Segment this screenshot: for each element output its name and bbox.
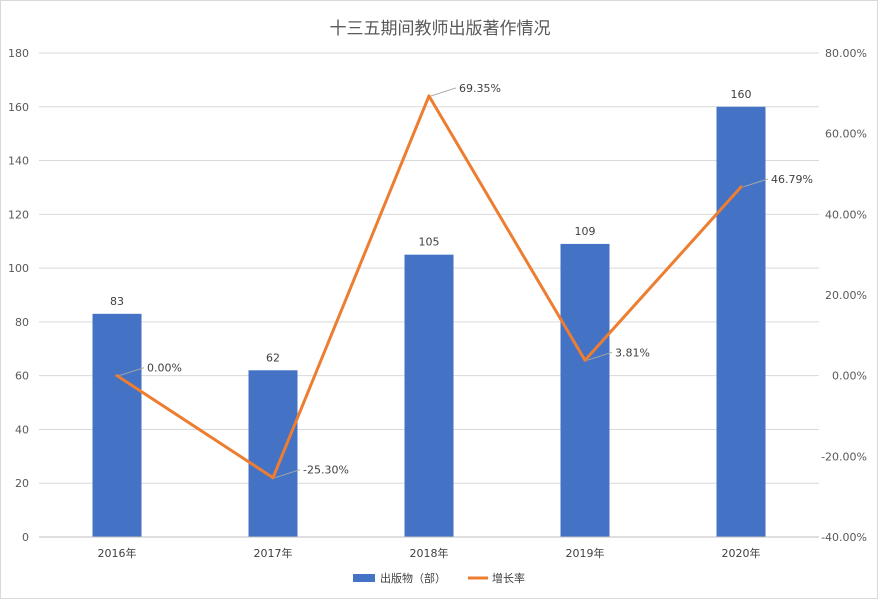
x-tick-label: 2020年 — [722, 546, 761, 560]
x-tick-label: 2018年 — [410, 546, 449, 560]
left-axis: 0 20 40 60 80 100 120 140 160 180 — [8, 47, 29, 544]
chart-title: 十三五期间教师出版著作情况 — [330, 19, 551, 39]
label-leader-line — [118, 367, 145, 377]
right-tick-label: -20.00% — [821, 450, 867, 463]
left-tick-label: 20 — [15, 477, 29, 490]
label-leader-line — [586, 351, 613, 361]
bar — [92, 313, 142, 537]
bar-value-label: 160 — [731, 88, 752, 101]
right-tick-label: -40.00% — [821, 531, 867, 544]
line-value-label: -25.30% — [303, 464, 349, 477]
line-point — [115, 374, 119, 378]
line-value-label: 3.81% — [615, 346, 650, 359]
x-tick-label: 2017年 — [254, 546, 293, 560]
line-series — [115, 94, 743, 480]
label-leader-line — [742, 178, 769, 188]
line-point — [739, 185, 743, 189]
right-tick-label: 0.00% — [832, 370, 867, 383]
right-tick-label: 40.00% — [825, 208, 867, 221]
x-tick-label: 2016年 — [98, 546, 137, 560]
legend-label-line: 增长率 — [492, 571, 525, 585]
legend-swatch-bar — [353, 574, 375, 582]
x-axis: 2016年 2017年 2018年 2019年 2020年 — [39, 536, 819, 560]
left-tick-label: 60 — [15, 370, 29, 383]
bar — [716, 106, 766, 538]
left-tick-label: 0 — [22, 531, 29, 544]
bar-series — [92, 106, 766, 538]
bar-value-label: 83 — [110, 295, 124, 308]
line-point — [583, 358, 587, 362]
bar-value-label: 109 — [575, 225, 596, 238]
right-tick-label: 20.00% — [825, 289, 867, 302]
line-point — [427, 94, 431, 98]
line-value-label: 46.79% — [771, 173, 813, 186]
label-leader-line — [430, 87, 457, 97]
left-tick-label: 100 — [8, 262, 29, 275]
legend: 出版物（部） 增长率 — [353, 571, 525, 585]
left-tick-label: 180 — [8, 47, 29, 60]
left-tick-label: 40 — [15, 423, 29, 436]
left-tick-label: 80 — [15, 316, 29, 329]
line-value-label: 0.00% — [147, 362, 182, 375]
label-leader-line — [274, 469, 301, 479]
legend-label-bar: 出版物（部） — [380, 571, 446, 585]
left-tick-label: 140 — [8, 155, 29, 168]
x-tick-label: 2019年 — [566, 546, 605, 560]
right-axis: -40.00% -20.00% 0.00% 20.00% 40.00% 60.00% 80.… — [821, 47, 867, 544]
right-tick-label: 80.00% — [825, 47, 867, 60]
right-tick-label: 60.00% — [825, 128, 867, 141]
bar — [560, 243, 610, 537]
left-tick-label: 120 — [8, 208, 29, 221]
bar — [404, 254, 454, 537]
bar — [248, 370, 298, 537]
data-labels: 83 62 105 109 160 0.00% -25.30% 69.35% 3.81% 46.7… — [110, 82, 813, 479]
left-tick-label: 160 — [8, 101, 29, 114]
bar-value-label: 62 — [266, 351, 280, 364]
line-value-label: 69.35% — [459, 82, 501, 95]
line-point — [271, 476, 275, 480]
bar-value-label: 105 — [419, 236, 440, 249]
